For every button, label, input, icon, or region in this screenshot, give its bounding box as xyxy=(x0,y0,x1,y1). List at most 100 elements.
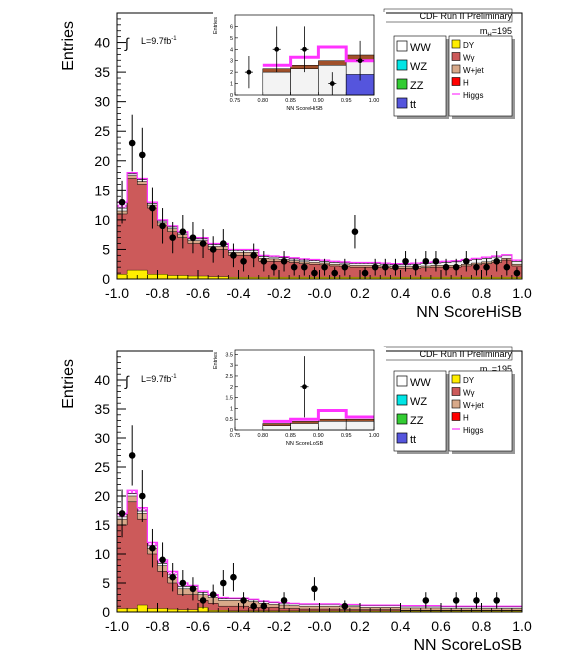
y-tick-label: 15 xyxy=(94,182,110,198)
legend-label: W+jet xyxy=(463,66,484,75)
inset-y-tick-label: 0 xyxy=(230,93,233,99)
data-point xyxy=(118,180,126,224)
panel-2: -1.0 -0.8 -0.6 -0.4 -0.2 -0.0 0.2 0.4 0.6 0.8 1.0 N… xyxy=(60,346,532,654)
data-marker xyxy=(209,246,217,253)
inset-y-label: Entries xyxy=(213,17,219,34)
y-axis-label: Entries xyxy=(60,359,77,409)
legend-swatch xyxy=(451,52,461,61)
chart-title: CDF Run II Preliminary xyxy=(419,349,512,359)
x-tick-label: 0.4 xyxy=(391,285,411,301)
higgs-line xyxy=(117,172,522,265)
legend-label: WZ xyxy=(410,61,427,73)
x-tick-label: 1.0 xyxy=(512,285,532,301)
inset-x-label: NN ScoreHiSB xyxy=(286,106,323,112)
data-marker xyxy=(199,597,207,604)
legend-label: ZZ xyxy=(410,80,424,92)
y-tick-label: 0 xyxy=(102,604,110,620)
data-marker xyxy=(240,257,247,265)
data-point xyxy=(452,258,460,276)
data-marker xyxy=(422,597,430,604)
data-point xyxy=(240,251,247,272)
y-axis: 0 5 10 15 20 25 30 35 40 xyxy=(94,356,126,620)
data-marker xyxy=(240,597,247,604)
data-point xyxy=(199,592,207,609)
y-axis-label: Entries xyxy=(60,21,77,71)
data-point xyxy=(128,425,136,486)
inset-ww-bar xyxy=(290,423,319,431)
inset-ww-bar xyxy=(345,421,375,431)
x-tick-label: 0.2 xyxy=(350,285,370,301)
data-marker xyxy=(189,585,197,593)
inset-x-tick-label: 0.95 xyxy=(341,433,352,439)
data-marker xyxy=(179,228,187,236)
inset-ww-bar xyxy=(290,68,319,96)
legend-swatch xyxy=(451,412,461,421)
data-marker xyxy=(230,252,237,259)
x-tick-label: -0.4 xyxy=(226,618,250,634)
data-point xyxy=(189,577,197,601)
data-point xyxy=(230,562,237,592)
inset-y-tick-label: 1 xyxy=(230,406,233,412)
legend-label: WW xyxy=(410,377,431,389)
x-tick-label: -0.8 xyxy=(145,618,169,634)
x-tick-label: -0.8 xyxy=(145,285,169,301)
data-marker xyxy=(463,257,470,265)
legend-swatch xyxy=(451,39,461,49)
y-tick-label: 10 xyxy=(94,546,110,562)
integral-symbol: ∫ xyxy=(124,373,130,389)
inset-y-tick-label: 2.5 xyxy=(225,374,233,380)
data-point xyxy=(452,592,460,609)
legend-swatch xyxy=(451,64,461,74)
legend-label: DY xyxy=(463,376,475,385)
x-axis-label: NN ScoreHiSB xyxy=(416,304,522,321)
y-tick-label: 5 xyxy=(102,241,110,257)
data-point xyxy=(402,251,409,272)
inset-y-tick-label: 0.5 xyxy=(225,417,233,423)
inset-y-tick-label: 4 xyxy=(230,47,233,53)
data-marker xyxy=(473,597,480,604)
legend-swatch xyxy=(451,387,461,396)
legend-label: W+jet xyxy=(463,401,484,410)
legend: WW WZ ZZ tt DY Wγ W+jet H Higgs xyxy=(393,35,515,119)
legend-swatch-zz xyxy=(396,78,408,90)
data-point xyxy=(473,592,480,609)
data-point xyxy=(209,236,217,263)
inset-data-point xyxy=(300,26,309,73)
y-tick-label: 20 xyxy=(94,488,110,504)
inset-plot: 0.75 0.80 0.85 0.90 0.95 1.00 0 1 2 3 4 5 6 NN ScoreH… xyxy=(213,12,386,116)
data-marker xyxy=(260,257,268,265)
data-point xyxy=(442,258,450,276)
data-point xyxy=(483,258,490,276)
data-point xyxy=(503,258,511,276)
data-point xyxy=(331,267,338,279)
legend-label: tt xyxy=(410,434,416,446)
data-point xyxy=(422,251,430,272)
data-point xyxy=(149,528,156,568)
data-marker xyxy=(361,269,369,277)
inset-bin xyxy=(262,68,291,96)
x-tick-label: 0.4 xyxy=(391,618,411,634)
data-marker xyxy=(159,222,166,230)
inset-y-tick-label: 0 xyxy=(230,428,233,434)
y-tick-label: 25 xyxy=(94,459,110,475)
inset-x-tick-label: 0.80 xyxy=(257,433,268,439)
data-marker xyxy=(159,556,166,564)
inset-x-tick-label: 0.90 xyxy=(313,433,324,439)
data-point xyxy=(199,229,207,259)
legend-label: H xyxy=(463,79,469,88)
data-marker xyxy=(493,257,500,265)
lumi-text: L=9.7fb xyxy=(141,374,171,384)
data-point xyxy=(250,243,257,268)
x-axis: -1.0 -0.8 -0.6 -0.4 -0.2 -0.0 0.2 0.4 0.6 0.8 1.0 xyxy=(105,270,532,301)
data-point xyxy=(209,584,217,605)
data-marker xyxy=(311,269,318,277)
data-marker xyxy=(442,263,450,271)
data-marker xyxy=(513,269,521,277)
x-tick-label: -0.2 xyxy=(267,618,291,634)
data-marker xyxy=(412,263,419,271)
data-point xyxy=(432,251,440,272)
inset-marker xyxy=(329,81,335,86)
data-marker xyxy=(270,263,278,271)
data-point xyxy=(240,592,247,609)
